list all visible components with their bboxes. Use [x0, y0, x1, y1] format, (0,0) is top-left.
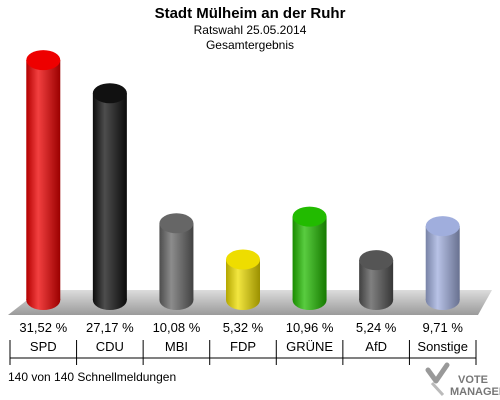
- vote-manager-check-icon: [425, 362, 450, 397]
- category-label-sonstige: Sonstige: [417, 339, 468, 354]
- chart-subtitle-2: Gesamtergebnis: [206, 38, 294, 52]
- bar-top-fdp: [226, 249, 260, 270]
- bar-top-sonstige: [425, 216, 460, 237]
- bar-cdu: [92, 83, 127, 310]
- value-label-mbi: 10,08 %: [153, 320, 201, 335]
- logo-line-1: VOTE: [458, 374, 488, 386]
- category-label-mbi: MBI: [165, 339, 188, 354]
- bars-group: [26, 50, 460, 310]
- bar-top-cdu: [92, 83, 127, 104]
- category-labels-group: SPD CDU MBI FDP GRÜNE AfD Sonstige: [30, 339, 468, 354]
- category-label-spd: SPD: [30, 339, 57, 354]
- value-label-fdp: 5,32 %: [223, 320, 264, 335]
- value-label-cdu: 27,17 %: [86, 320, 134, 335]
- bar-body-gr-ne: [292, 216, 327, 300]
- chart-subtitle: Ratswahl 25.05.2014: [194, 23, 307, 37]
- bar-body-sonstige: [425, 226, 460, 300]
- bar-body-spd: [26, 60, 61, 301]
- category-axis-ticks: [9, 340, 477, 365]
- value-label-spd: 31,52 %: [19, 320, 67, 335]
- value-label-sonstige: 9,71 %: [422, 320, 463, 335]
- category-label-cdu: CDU: [96, 339, 124, 354]
- bar-afd: [359, 250, 394, 310]
- vote-manager-logo: VOTE MANAGER: [425, 362, 500, 398]
- bar-sonstige: [425, 216, 460, 310]
- bar-spd: [26, 50, 61, 310]
- bar-mbi: [159, 213, 194, 310]
- bar-body-cdu: [92, 93, 127, 300]
- bar-gr-ne: [292, 206, 327, 310]
- bar-fdp: [226, 249, 260, 310]
- category-label-fdp: FDP: [230, 339, 256, 354]
- bar-top-gr-ne: [292, 206, 327, 227]
- bar-body-mbi: [159, 223, 194, 300]
- logo-line-2: MANAGER: [450, 386, 500, 398]
- bar-top-afd: [359, 250, 394, 271]
- chart-title: Stadt Mülheim an der Ruhr: [155, 5, 346, 22]
- category-label-gr-ne: GRÜNE: [286, 339, 333, 354]
- bar-top-spd: [26, 50, 61, 71]
- value-label-afd: 5,24 %: [356, 320, 397, 335]
- bar-top-mbi: [159, 213, 194, 234]
- value-label-gr-ne: 10,96 %: [286, 320, 334, 335]
- category-label-afd: AfD: [365, 339, 387, 354]
- value-labels-group: 31,52 % 27,17 % 10,08 % 5,32 % 10,96 % 5,24 %…: [19, 320, 463, 335]
- footer-note: 140 von 140 Schnellmeldungen: [8, 370, 176, 384]
